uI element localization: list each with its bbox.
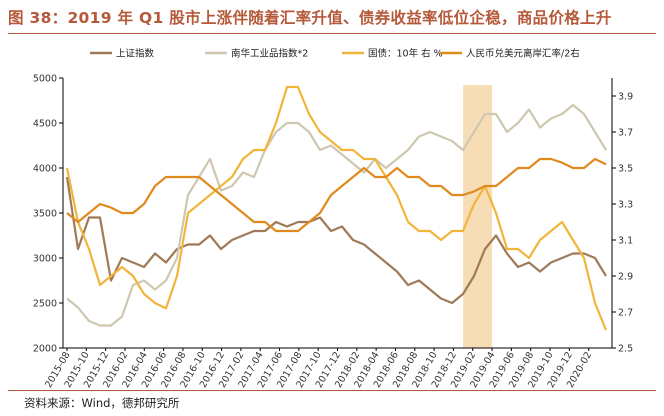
title-divider <box>8 33 656 34</box>
right-tick-label: 2.9 <box>618 272 633 283</box>
series-line-4 <box>66 157 607 233</box>
left-tick-labels: 2000 2500 3000 3500 4000 4500 5000 <box>33 74 63 355</box>
legend-label: 上证指数 <box>116 48 155 60</box>
right-tick-label: 3.1 <box>618 236 633 247</box>
series-line-1 <box>65 176 607 305</box>
right-tick-label: 2.5 <box>618 344 633 355</box>
right-tick-labels: 2.5 2.7 2.9 3.1 3.3 3.5 3.7 3.9 <box>612 92 633 355</box>
legend-label: 国债：10年 右 % <box>368 48 443 60</box>
legend: 上证指数 南华工业品指数*2 国债：10年 右 % 人民币兑美元离岸汇率/2右 <box>90 48 580 60</box>
left-tick-label: 5000 <box>33 74 57 85</box>
source-divider <box>8 390 656 391</box>
legend-label: 南华工业品指数*2 <box>231 48 308 60</box>
source-note: 资料来源：Wind，德邦研究所 <box>24 396 180 410</box>
right-tick-label: 2.7 <box>618 308 633 319</box>
right-tick-label: 3.5 <box>618 164 633 175</box>
left-tick-label: 4000 <box>33 164 57 175</box>
figure-title: 图 38：2019 年 Q1 股市上涨伴随着汇率升值、债券收益率低位企稳，商品价… <box>8 9 612 27</box>
right-tick-label: 3.3 <box>618 200 633 211</box>
series-line-3 <box>65 85 608 331</box>
series-line-2 <box>66 103 607 327</box>
left-tick-label: 3000 <box>33 254 57 265</box>
left-tick-label: 2500 <box>33 299 57 310</box>
legend-label: 人民币兑美元离岸汇率/2右 <box>466 48 580 60</box>
right-tick-label: 3.7 <box>618 128 633 139</box>
series-lines <box>65 85 608 331</box>
x-tick-labels: 2015-082015-102015-122016-022016-042016-… <box>43 348 594 390</box>
left-tick-label: 2000 <box>33 344 57 355</box>
left-tick-label: 4500 <box>33 119 57 130</box>
right-tick-label: 3.9 <box>618 92 633 103</box>
left-tick-label: 3500 <box>33 209 57 220</box>
